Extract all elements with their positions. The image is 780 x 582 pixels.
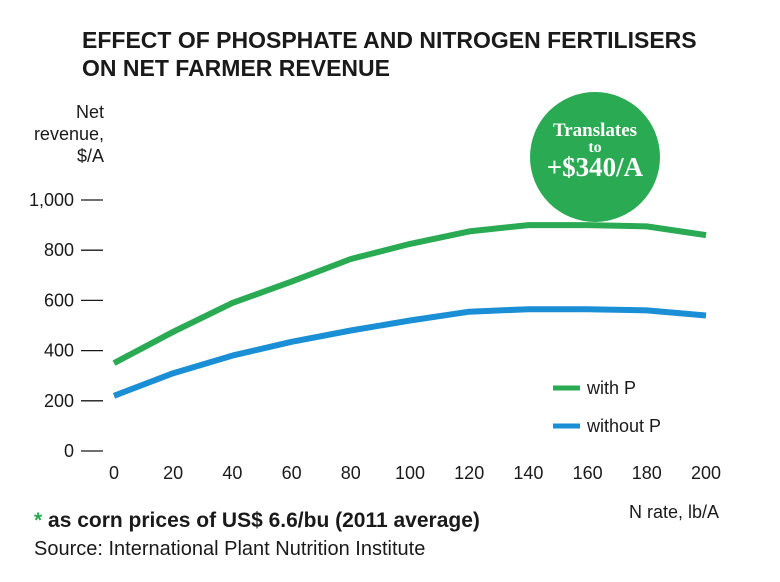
x-tick-label: 20 [163,463,183,483]
x-tick-label: 160 [573,463,603,483]
y-axis-label-line-2: revenue, [34,124,104,144]
x-axis-label: N rate, lb/A [629,502,719,522]
x-tick-label: 200 [691,463,721,483]
footnote-text: as corn prices of US$ 6.6/bu (2011 avera… [42,509,480,532]
chart-title-line-1: EFFECT OF PHOSPHATE AND NITROGEN FERTILI… [82,27,697,53]
y-axis-ticks: 0 200 400 600 800 1,000 [29,190,103,461]
legend-label-without-p: without P [586,416,661,436]
y-axis-label-line-3: $/A [77,146,104,166]
annotation-line-2: to [588,139,601,156]
legend-label-with-p: with P [586,378,636,398]
series-line-0 [112,222,707,366]
x-tick-label: 40 [222,463,242,483]
footnote: * as corn prices of US$ 6.6/bu (2011 ave… [34,509,480,532]
y-tick-label: 0 [64,441,74,461]
series-line-1 [112,306,707,399]
source-note: Source: International Plant Nutrition In… [34,538,425,560]
x-tick-label: 120 [454,463,484,483]
footnote-asterisk: * [34,509,43,532]
series-lines [112,222,707,399]
annotation-line-3: +$340/A [547,152,644,182]
y-axis-label-line-1: Net [76,102,104,122]
y-tick-label: 200 [44,391,74,411]
y-tick-label: 600 [44,290,74,310]
x-tick-label: 80 [341,463,361,483]
y-tick-label: 800 [44,240,74,260]
x-axis-ticks: 0 20 40 60 80 100 120 140 160 180 200 [109,463,721,483]
x-tick-label: 180 [632,463,662,483]
annotation-badge: Translates to +$340/A [530,92,660,222]
chart-title-line-2: ON NET FARMER REVENUE [82,55,390,81]
y-tick-label: 400 [44,341,74,361]
y-tick-label: 1,000 [29,190,74,210]
x-tick-label: 60 [282,463,302,483]
x-tick-label: 0 [109,463,119,483]
legend: with P without P [553,378,661,436]
annotation-circle [530,92,660,222]
annotation-line-1: Translates [553,120,637,141]
x-tick-label: 100 [395,463,425,483]
x-tick-label: 140 [513,463,543,483]
